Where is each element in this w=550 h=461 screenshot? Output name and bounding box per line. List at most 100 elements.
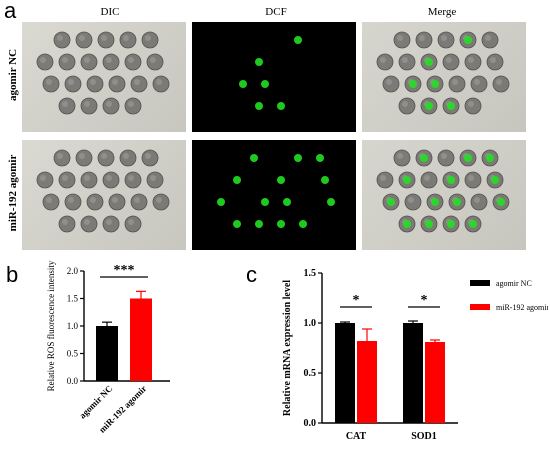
- fluorescent-spot: [255, 220, 263, 228]
- fluorescent-spot: [277, 102, 285, 110]
- embryo-highlight: [128, 101, 134, 107]
- embryo-highlight: [402, 101, 408, 107]
- panel-letter-b: b: [6, 262, 19, 287]
- embryo-highlight: [468, 57, 474, 63]
- fluorescent-spot: [261, 198, 269, 206]
- embryo-highlight: [496, 79, 502, 85]
- embryo-highlight: [62, 101, 68, 107]
- embryo-highlight: [40, 175, 46, 181]
- embryo-cluster: [36, 31, 170, 115]
- y-axis-label: Relative ROS fluorescence intensity: [46, 260, 56, 391]
- embryo-highlight: [424, 175, 430, 181]
- fluorescent-spot: [403, 220, 411, 228]
- embryo-cluster: [376, 31, 510, 115]
- embryo-highlight: [380, 57, 386, 63]
- embryo-highlight: [156, 79, 162, 85]
- embryo-highlight: [419, 35, 425, 41]
- embryo-highlight: [106, 175, 112, 181]
- embryo-highlight: [46, 79, 52, 85]
- embryo-highlight: [90, 197, 96, 203]
- y-tick-label: 0.5: [67, 349, 79, 359]
- fluorescent-spot: [469, 220, 477, 228]
- fluorescent-spot: [239, 80, 247, 88]
- legend-swatch: [470, 304, 490, 310]
- fluorescent-spot: [431, 80, 439, 88]
- embryo-highlight: [150, 57, 156, 63]
- embryo-highlight: [46, 197, 52, 203]
- embryo-highlight: [84, 101, 90, 107]
- fluorescent-spot: [250, 154, 258, 162]
- embryo-cluster: [239, 36, 302, 110]
- fluorescent-spot: [299, 220, 307, 228]
- y-tick-label: 1.5: [304, 268, 317, 279]
- fluorescent-spot: [486, 154, 494, 162]
- embryo-highlight: [145, 35, 151, 41]
- fluorescent-spot: [316, 154, 324, 162]
- row-label-mir192-agomir: miR-192 agomir: [7, 154, 19, 232]
- embryo-highlight: [62, 219, 68, 225]
- embryo-highlight: [106, 57, 112, 63]
- embryo-highlight: [468, 175, 474, 181]
- row-label-agomir-nc: agomir NC: [7, 48, 19, 102]
- fluorescent-spot: [491, 176, 499, 184]
- fluorescent-spot: [283, 198, 291, 206]
- embryo-highlight: [123, 153, 129, 159]
- fluorescent-spot: [233, 220, 241, 228]
- embryo-highlight: [397, 153, 403, 159]
- embryo-highlight: [485, 35, 491, 41]
- micrograph-merge-agomir-nc: [362, 22, 526, 132]
- embryo-highlight: [90, 79, 96, 85]
- micrograph-dcf-agomir-nc: [192, 22, 356, 132]
- fluorescent-spot: [453, 198, 461, 206]
- legend-label: miR-192 agomir: [496, 303, 548, 312]
- embryo-highlight: [380, 175, 386, 181]
- fluorescent-spot: [420, 154, 428, 162]
- significance-label: ***: [114, 263, 135, 278]
- fluorescent-spot: [277, 220, 285, 228]
- y-tick-label: 2.0: [67, 266, 79, 276]
- x-tick-label: CAT: [346, 431, 367, 442]
- significance-label: *: [353, 293, 360, 308]
- column-label-dcf: DCF: [265, 6, 287, 18]
- fluorescent-spot: [255, 58, 263, 66]
- fluorescent-spot: [464, 154, 472, 162]
- embryo-highlight: [106, 219, 112, 225]
- bar-cat-mir192-agomir: [357, 341, 377, 423]
- embryo-highlight: [79, 153, 85, 159]
- embryo-highlight: [386, 79, 392, 85]
- bar-mir192-agomir: [130, 298, 152, 381]
- y-axis-label: Relative mRNA expression level: [282, 280, 293, 416]
- embryo-highlight: [79, 35, 85, 41]
- fluorescent-spot: [387, 198, 395, 206]
- y-tick-label: 0.0: [67, 376, 79, 386]
- chart-b: Relative ROS fluorescence intensity 0.0 0.…: [46, 260, 170, 435]
- fluorescent-spot: [217, 198, 225, 206]
- embryo-highlight: [452, 79, 458, 85]
- embryo-highlight: [490, 57, 496, 63]
- y-tick-label: 0.0: [304, 418, 317, 429]
- fluorescent-spot: [447, 102, 455, 110]
- embryo-highlight: [84, 219, 90, 225]
- embryo-highlight: [156, 197, 162, 203]
- embryo-highlight: [145, 153, 151, 159]
- embryo-highlight: [84, 57, 90, 63]
- fluorescent-spot: [447, 220, 455, 228]
- embryo-highlight: [402, 57, 408, 63]
- embryo-highlight: [134, 197, 140, 203]
- y-tick-label: 0.5: [304, 368, 317, 379]
- embryo-highlight: [441, 35, 447, 41]
- fluorescent-spot: [431, 198, 439, 206]
- fluorescent-spot: [409, 80, 417, 88]
- panel-letter-c: c: [246, 262, 257, 287]
- bar-agomir-nc: [96, 326, 118, 381]
- embryo-highlight: [134, 79, 140, 85]
- embryo-highlight: [397, 35, 403, 41]
- embryo-highlight: [112, 79, 118, 85]
- embryo-highlight: [468, 101, 474, 107]
- legend-label: agomir NC: [496, 279, 532, 288]
- fluorescent-spot: [425, 102, 433, 110]
- embryo-highlight: [128, 219, 134, 225]
- micrograph-dic-mir192-agomir: [22, 140, 186, 250]
- micrograph-merge-mir192-agomir: [362, 140, 526, 250]
- embryo-highlight: [112, 197, 118, 203]
